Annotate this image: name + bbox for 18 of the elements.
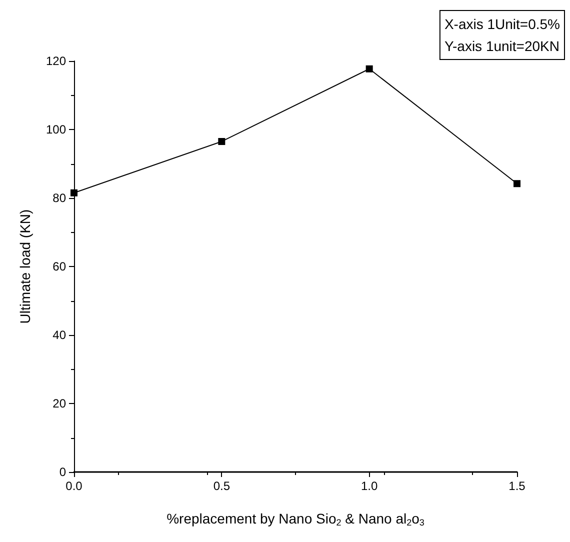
y-tick-label: 0 (59, 465, 66, 479)
text: X-axis 1Unit=0.5% (444, 16, 560, 32)
point (514, 180, 520, 188)
y-tick-label: 40 (52, 328, 66, 342)
x-tick-label: 0.0 (66, 479, 83, 493)
point (70, 189, 78, 196)
y-tick-label: 120 (46, 54, 66, 68)
y-tick-label: 100 (46, 122, 66, 136)
point (366, 65, 373, 72)
x-tick-label: 0.5 (213, 479, 230, 493)
text: Y-axis 1unit=20KN (444, 38, 560, 54)
y-tick-label: 80 (52, 191, 66, 205)
y-axis-title: Ultimate load (KN) (17, 209, 33, 324)
y-tick-label: 60 (52, 260, 66, 274)
x-tick-label: 1.0 (360, 479, 378, 493)
y-tick-label: 20 (52, 396, 66, 410)
point (218, 138, 226, 145)
x-tick-label: 1.5 (508, 479, 526, 493)
